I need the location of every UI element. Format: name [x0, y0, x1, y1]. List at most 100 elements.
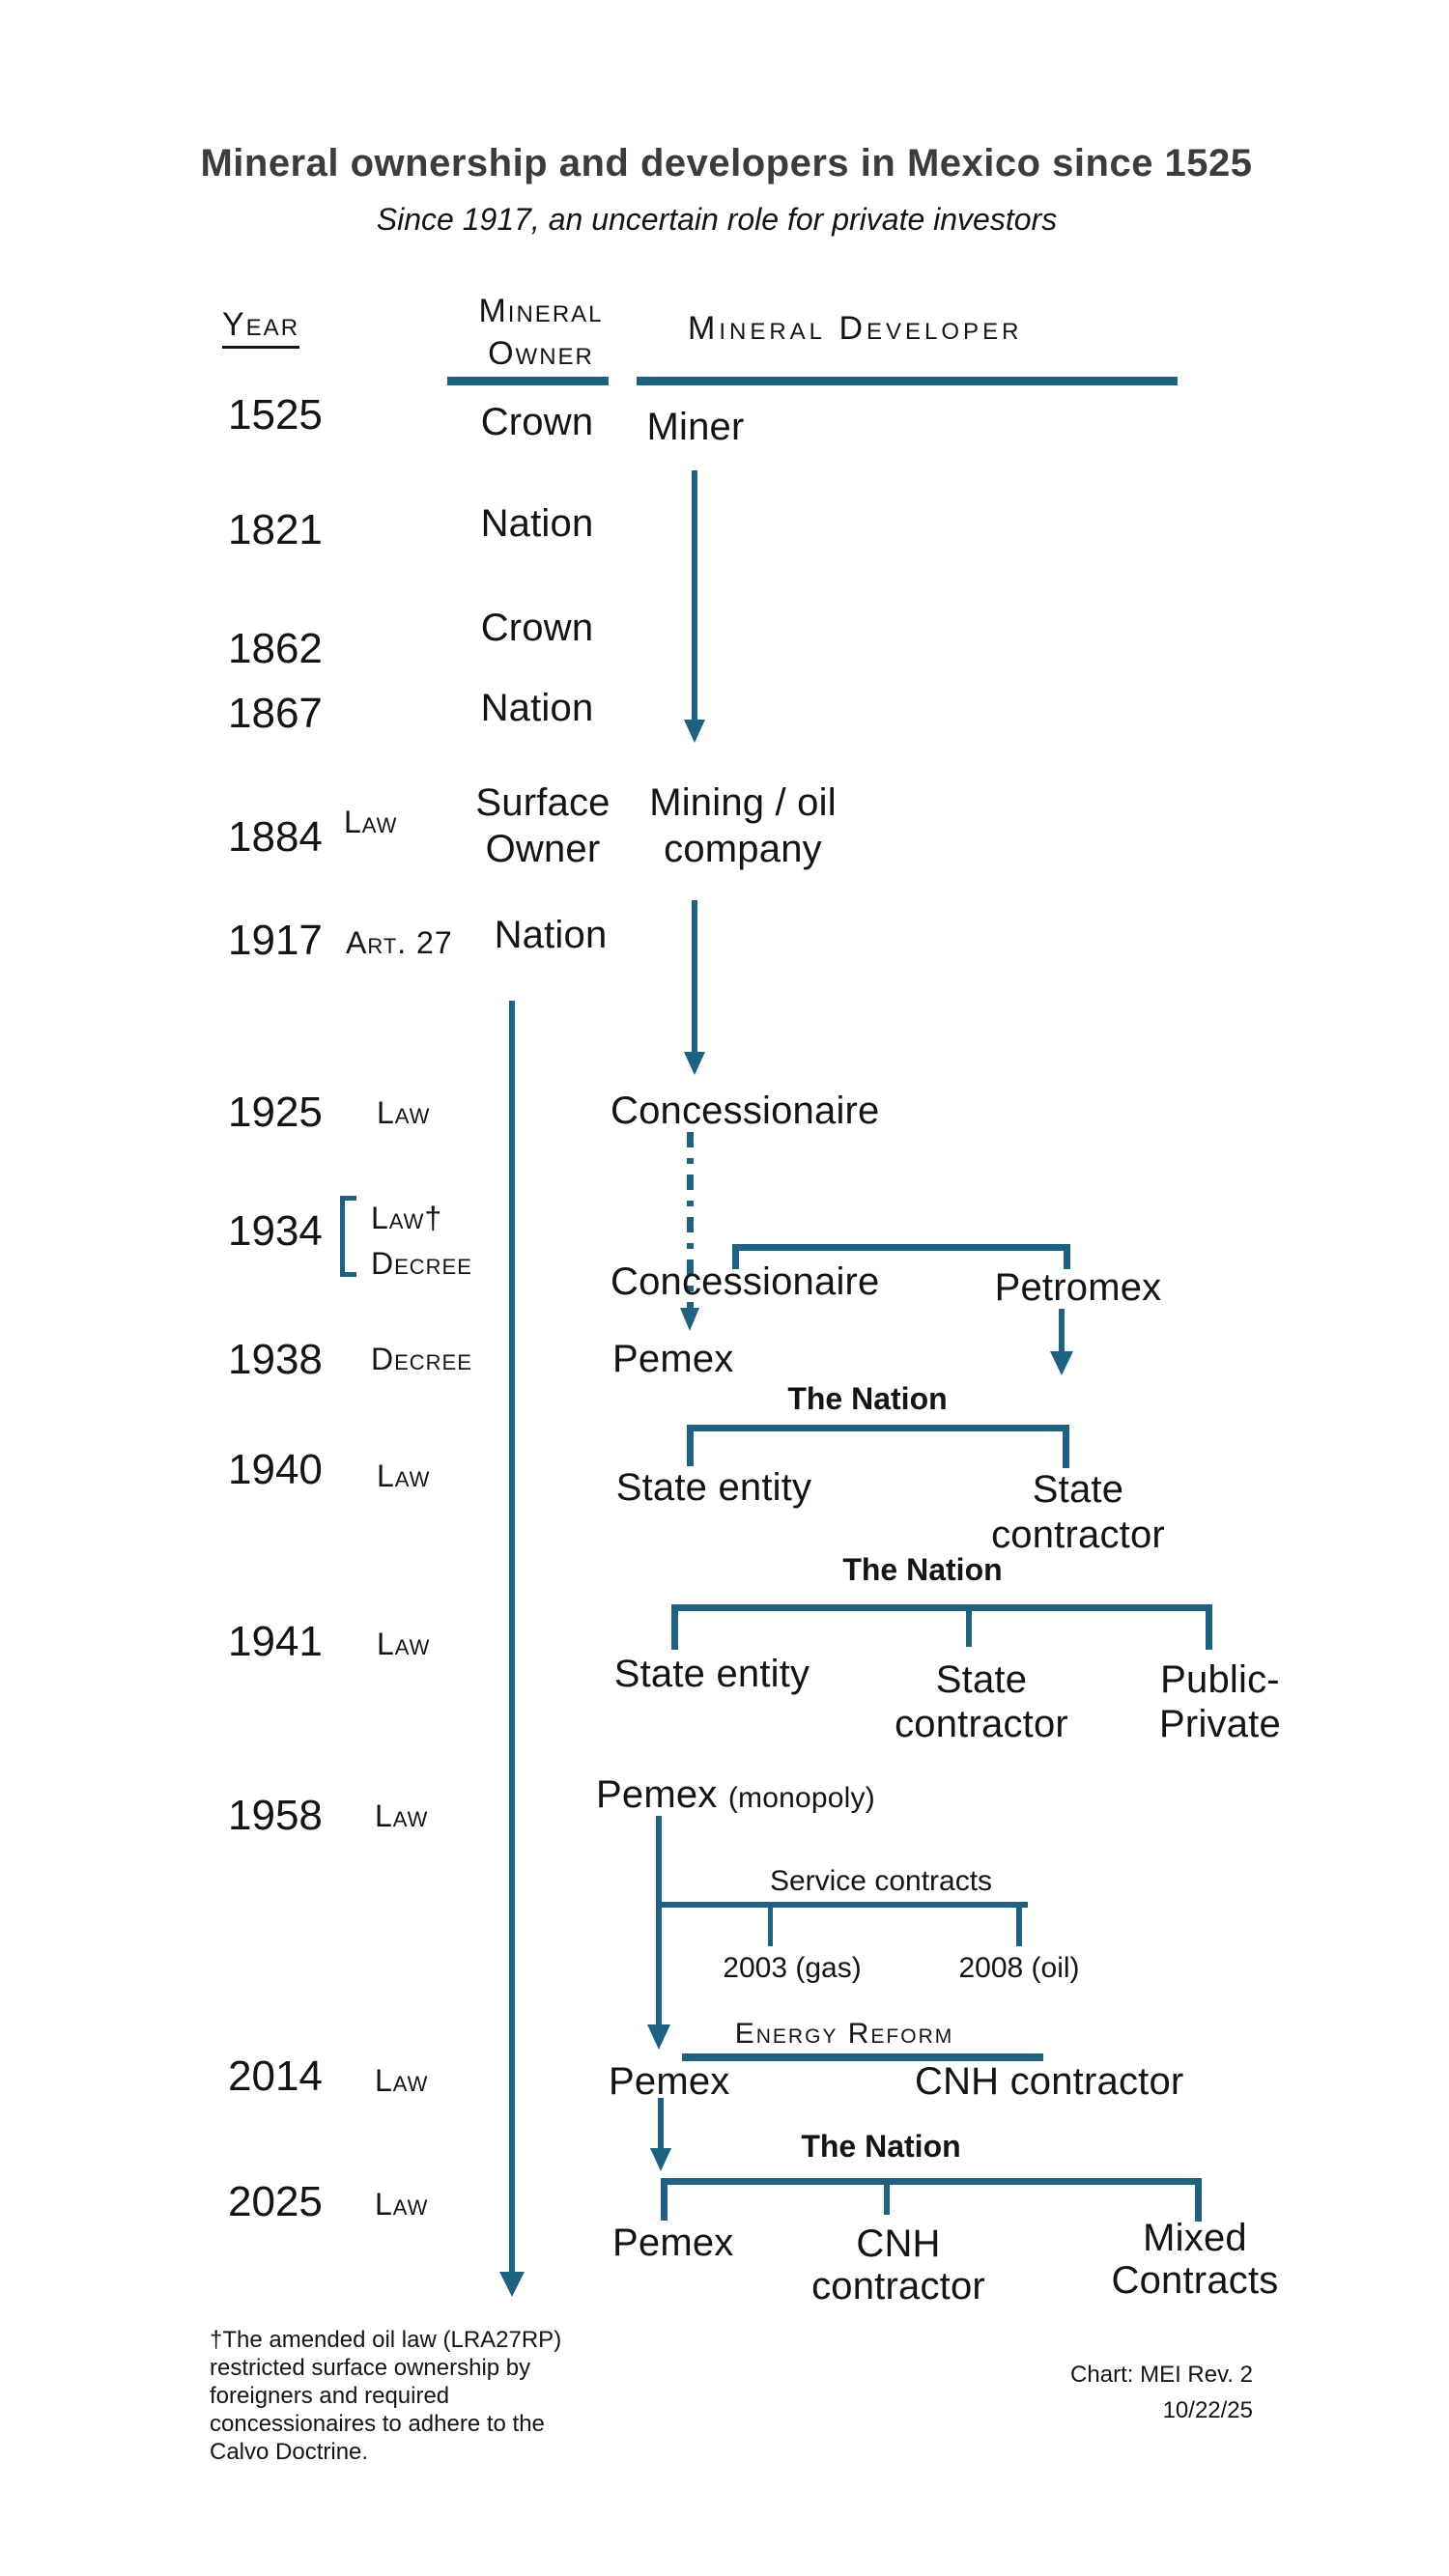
petromex-bracket-right-leg — [1064, 1244, 1070, 1269]
surface-owner-line1: Surface — [475, 781, 611, 824]
chart-credit: Chart: MEI Rev. 2 10/22/25 — [963, 2357, 1253, 2428]
public-private-line1: Public- — [1160, 1658, 1280, 1701]
service-contracts-gas-leg — [768, 1908, 773, 1946]
note-decree-1934: Decree — [371, 1246, 472, 1281]
concessionaire-dashed-arrow-head — [680, 1308, 699, 1331]
owner-crown-1525: Crown — [480, 401, 594, 443]
year-1867: 1867 — [228, 690, 323, 737]
service-contracts-bracket-bar — [656, 1902, 1028, 1908]
state-entity-1941: State entity — [613, 1653, 810, 1695]
developer-pemex-1938: Pemex — [612, 1338, 734, 1380]
state-contractor-1940: State contractor — [991, 1467, 1165, 1558]
mining-company-arrow-head — [684, 1052, 705, 1075]
bracket-1940-bar — [687, 1425, 1069, 1431]
credit-line2: 10/22/25 — [1162, 2397, 1253, 2423]
pemex-1958-arrow-head — [647, 2024, 670, 2050]
petromex-bracket-bar — [732, 1244, 1070, 1251]
public-private-1941: Public- Private — [1159, 1657, 1281, 1746]
pemex-1958-label: Pemex — [596, 1773, 718, 1816]
petromex-arrow-shaft — [1059, 1309, 1065, 1353]
bracket-2025-bar — [661, 2178, 1202, 2185]
concessionaire-dashed-arrow-shaft — [687, 1132, 694, 1308]
bracket-2025-right-leg — [1195, 2178, 1202, 2222]
owner-nation-1917: Nation — [494, 914, 608, 956]
bracket-1934-vertical — [340, 1196, 345, 1277]
bracket-1941-middle-leg — [966, 1604, 972, 1647]
developer-petromex-1934: Petromex — [994, 1266, 1162, 1309]
nation-label-1941: The Nation — [842, 1552, 1003, 1587]
owner-nation-1821: Nation — [480, 502, 594, 545]
owner-crown-1862: Crown — [480, 607, 594, 649]
petromex-arrow-head — [1050, 1351, 1073, 1375]
developer-pemex-1958: Pemex (monopoly) — [596, 1773, 875, 1816]
note-law-1941: Law — [377, 1627, 431, 1661]
column-header-mineral-owner: Mineral Owner — [478, 290, 603, 375]
credit-line1: Chart: MEI Rev. 2 — [1070, 2362, 1253, 2388]
pemex-2014-arrow-shaft — [658, 2098, 664, 2150]
bracket-1934-bottom-tick — [340, 1272, 356, 1277]
year-1941: 1941 — [228, 1618, 323, 1665]
service-contracts-oil-leg — [1016, 1902, 1022, 1946]
owner-surface-owner-1884: Surface Owner — [475, 779, 610, 872]
developer-pemex-2025: Pemex — [612, 2222, 734, 2264]
note-law-1884: Law — [344, 805, 398, 839]
owner-nation-1867: Nation — [480, 687, 594, 729]
year-1917: 1917 — [228, 917, 323, 964]
developer-column-rule — [637, 377, 1178, 385]
timeline-arrow-shaft — [509, 1001, 515, 2274]
note-law-1940: Law — [377, 1458, 431, 1493]
year-1525: 1525 — [228, 391, 323, 439]
cnh-contractor-2025-line2: contractor — [811, 2265, 985, 2307]
mining-oil-line1: Mining / oil — [649, 781, 837, 824]
year-1934: 1934 — [228, 1207, 323, 1255]
note-law-1934: Law† — [371, 1201, 443, 1235]
petromex-bracket-left-leg — [732, 1244, 739, 1269]
cnh-contractor-2025: CNH contractor — [811, 2222, 985, 2307]
energy-reform-underline — [682, 2053, 1043, 2061]
cnh-contractor-2014: CNH contractor — [915, 2060, 1184, 2103]
state-entity-1940: State entity — [615, 1466, 812, 1509]
state-contractor-1940-line2: contractor — [991, 1514, 1165, 1556]
mixed-contracts-2025: Mixed Contracts — [1112, 2217, 1279, 2302]
year-1925: 1925 — [228, 1089, 323, 1136]
state-contractor-1941-line1: State — [935, 1658, 1028, 1701]
mixed-contracts-line2: Contracts — [1111, 2259, 1279, 2302]
miner-arrow-head — [684, 720, 705, 743]
bracket-1941-bar — [671, 1604, 1212, 1611]
bracket-1940-right-leg — [1063, 1425, 1069, 1468]
note-art27-1917: Art. 27 — [346, 925, 453, 960]
timeline-arrow-head — [499, 2272, 525, 2297]
service-contracts-2003-gas: 2003 (gas) — [723, 1952, 862, 1984]
bracket-2025-left-leg — [661, 2178, 668, 2221]
bracket-1941-left-leg — [671, 1604, 678, 1650]
page-title: Mineral ownership and developers in Mexi… — [200, 142, 1253, 184]
developer-miner-1525: Miner — [646, 406, 745, 448]
year-1884: 1884 — [228, 813, 323, 861]
miner-arrow-shaft — [692, 470, 697, 720]
cnh-contractor-2025-line1: CNH — [856, 2222, 941, 2265]
developer-concessionaire-1925: Concessionaire — [611, 1090, 880, 1132]
state-contractor-1940-line1: State — [1032, 1468, 1124, 1511]
year-1821: 1821 — [228, 506, 323, 553]
bracket-1941-right-leg — [1206, 1604, 1212, 1650]
note-law-2025: Law — [375, 2187, 429, 2222]
column-header-mineral-developer: Mineral Developer — [688, 310, 1023, 347]
service-contracts-label: Service contracts — [769, 1865, 993, 1897]
bracket-1934-top-tick — [340, 1196, 356, 1201]
mixed-contracts-line1: Mixed — [1143, 2217, 1247, 2259]
state-contractor-1941: State contractor — [895, 1657, 1068, 1746]
bracket-2025-middle-leg — [884, 2178, 890, 2215]
page-subtitle: Since 1917, an uncertain role for privat… — [376, 202, 1058, 237]
footnote: †The amended oil law (LRA27RP) restricte… — [210, 2327, 562, 2465]
note-law-1925: Law — [377, 1095, 431, 1130]
nation-label-2025: The Nation — [801, 2129, 961, 2164]
bracket-1940-left-leg — [687, 1425, 694, 1466]
mining-oil-line2: company — [664, 828, 822, 870]
mining-company-arrow-shaft — [692, 900, 697, 1052]
year-1958: 1958 — [228, 1792, 323, 1839]
surface-owner-line2: Owner — [485, 828, 601, 870]
column-header-owner-line2: Owner — [488, 335, 594, 372]
pemex-2014-arrow-head — [650, 2148, 671, 2171]
service-contracts-2008-oil: 2008 (oil) — [958, 1952, 1080, 1984]
